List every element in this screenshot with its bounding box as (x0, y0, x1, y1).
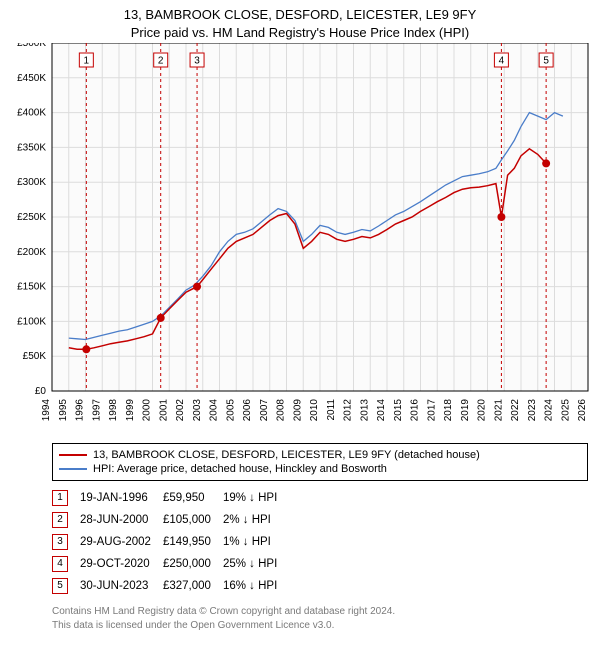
svg-text:2019: 2019 (460, 399, 471, 422)
svg-text:1997: 1997 (91, 399, 102, 422)
sale-date: 29-OCT-2020 (80, 553, 163, 575)
sale-number-box: 2 (52, 512, 68, 528)
svg-text:2: 2 (158, 56, 164, 67)
svg-text:2023: 2023 (527, 399, 538, 422)
sale-vs-hpi: 25% ↓ HPI (223, 553, 289, 575)
attribution-line2: This data is licensed under the Open Gov… (52, 619, 588, 633)
svg-text:2000: 2000 (142, 399, 153, 422)
svg-text:1: 1 (84, 56, 90, 67)
price-vs-hpi-chart: £0 £50K £100K £150K £200K £250K £300K £350K £400… (0, 43, 600, 439)
sale-vs-hpi: 1% ↓ HPI (223, 531, 289, 553)
chart-title-line1: 13, BAMBROOK CLOSE, DESFORD, LEICESTER, … (0, 6, 600, 24)
legend-swatch (59, 454, 87, 456)
svg-text:£200K: £200K (17, 247, 46, 258)
svg-text:2007: 2007 (259, 399, 270, 422)
legend-label: 13, BAMBROOK CLOSE, DESFORD, LEICESTER, … (93, 449, 480, 461)
svg-text:£300K: £300K (17, 177, 46, 188)
svg-text:£0: £0 (35, 386, 47, 397)
chart-legend: 13, BAMBROOK CLOSE, DESFORD, LEICESTER, … (52, 443, 588, 481)
svg-text:£250K: £250K (17, 212, 46, 223)
sale-date: 19-JAN-1996 (80, 487, 163, 509)
legend-row: 13, BAMBROOK CLOSE, DESFORD, LEICESTER, … (59, 448, 581, 462)
svg-text:2017: 2017 (426, 399, 437, 422)
svg-text:2001: 2001 (158, 399, 169, 422)
sale-number-box: 4 (52, 556, 68, 572)
svg-text:£150K: £150K (17, 282, 46, 293)
svg-text:2018: 2018 (443, 399, 454, 422)
svg-text:2016: 2016 (410, 399, 421, 422)
svg-text:1996: 1996 (75, 399, 86, 422)
svg-text:£350K: £350K (17, 142, 46, 153)
svg-text:£450K: £450K (17, 73, 46, 84)
svg-text:2020: 2020 (477, 399, 488, 422)
svg-text:£50K: £50K (23, 351, 47, 362)
sale-number-box: 1 (52, 490, 68, 506)
sale-price: £59,950 (163, 487, 223, 509)
svg-text:2024: 2024 (544, 399, 555, 422)
svg-text:2011: 2011 (326, 399, 337, 421)
sale-price: £250,000 (163, 553, 223, 575)
svg-text:1998: 1998 (108, 399, 119, 422)
svg-text:1994: 1994 (41, 399, 52, 422)
chart-title-line2: Price paid vs. HM Land Registry's House … (0, 24, 600, 42)
table-row: 1 19-JAN-1996£59,95019% ↓ HPI (52, 487, 289, 509)
sale-date: 29-AUG-2002 (80, 531, 163, 553)
svg-text:1999: 1999 (125, 399, 136, 422)
sale-date: 28-JUN-2000 (80, 509, 163, 531)
svg-text:2021: 2021 (493, 399, 504, 422)
sale-date: 30-JUN-2023 (80, 575, 163, 597)
svg-text:5: 5 (543, 56, 549, 67)
table-row: 4 29-OCT-2020£250,00025% ↓ HPI (52, 553, 289, 575)
svg-text:£100K: £100K (17, 316, 46, 327)
svg-text:2014: 2014 (376, 399, 387, 422)
svg-text:2004: 2004 (209, 399, 220, 422)
table-row: 2 28-JUN-2000£105,0002% ↓ HPI (52, 509, 289, 531)
svg-text:2013: 2013 (359, 399, 370, 422)
legend-label: HPI: Average price, detached house, Hinc… (93, 463, 387, 475)
svg-text:£500K: £500K (17, 43, 46, 49)
svg-text:£400K: £400K (17, 108, 46, 119)
svg-text:2025: 2025 (560, 399, 571, 422)
svg-text:1995: 1995 (58, 399, 69, 422)
legend-row: HPI: Average price, detached house, Hinc… (59, 462, 581, 476)
sale-vs-hpi: 16% ↓ HPI (223, 575, 289, 597)
table-row: 5 30-JUN-2023£327,00016% ↓ HPI (52, 575, 289, 597)
table-row: 3 29-AUG-2002£149,9501% ↓ HPI (52, 531, 289, 553)
sale-vs-hpi: 2% ↓ HPI (223, 509, 289, 531)
svg-text:4: 4 (499, 56, 505, 67)
svg-text:2003: 2003 (192, 399, 203, 422)
chart-title-block: 13, BAMBROOK CLOSE, DESFORD, LEICESTER, … (0, 0, 600, 43)
sale-price: £327,000 (163, 575, 223, 597)
attribution-line1: Contains HM Land Registry data © Crown c… (52, 605, 588, 619)
svg-text:2012: 2012 (343, 399, 354, 422)
svg-text:2005: 2005 (225, 399, 236, 422)
sale-price: £149,950 (163, 531, 223, 553)
sale-vs-hpi: 19% ↓ HPI (223, 487, 289, 509)
sale-price: £105,000 (163, 509, 223, 531)
svg-text:2008: 2008 (276, 399, 287, 422)
sales-table: 1 19-JAN-1996£59,95019% ↓ HPI 2 28-JUN-2000… (52, 487, 289, 597)
svg-text:2002: 2002 (175, 399, 186, 422)
attribution-text: Contains HM Land Registry data © Crown c… (52, 605, 588, 632)
sale-number-box: 5 (52, 578, 68, 594)
legend-swatch (59, 468, 87, 470)
svg-text:2006: 2006 (242, 399, 253, 422)
svg-text:2015: 2015 (393, 399, 404, 422)
svg-text:2022: 2022 (510, 399, 521, 422)
svg-text:3: 3 (194, 56, 200, 67)
svg-text:2009: 2009 (292, 399, 303, 422)
svg-text:2010: 2010 (309, 399, 320, 422)
svg-text:2026: 2026 (577, 399, 588, 422)
sale-number-box: 3 (52, 534, 68, 550)
